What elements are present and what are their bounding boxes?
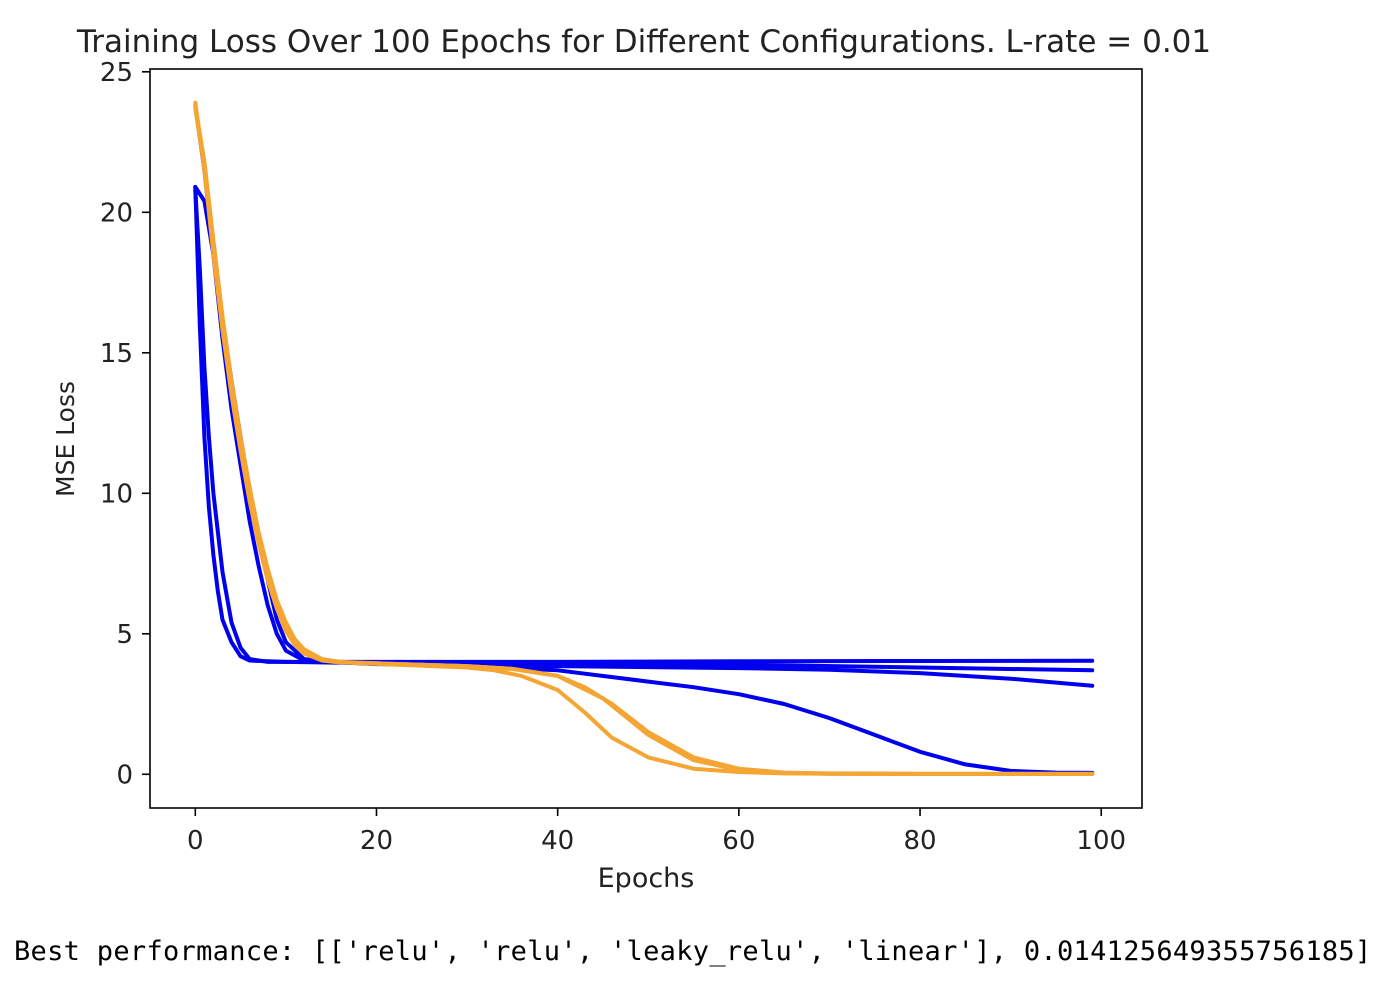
series-line-2 <box>193 187 1095 673</box>
x-tick-label: 100 <box>1076 826 1126 856</box>
series-line-4 <box>193 103 1095 775</box>
x-tick-label: 80 <box>903 826 936 856</box>
series-line-7 <box>193 106 1095 776</box>
chart-title: Training Loss Over 100 Epochs for Differ… <box>76 24 1211 60</box>
y-tick-label: 15 <box>100 339 133 369</box>
x-tick-label: 60 <box>722 826 755 856</box>
x-tick-label: 20 <box>360 826 393 856</box>
plot-area-frame <box>149 68 1143 809</box>
series-line-1 <box>193 185 1095 664</box>
y-tick-label: 5 <box>116 620 133 650</box>
y-tick-label: 20 <box>100 198 133 228</box>
series-line-5 <box>193 100 1095 776</box>
y-tick-label: 0 <box>116 760 133 790</box>
x-tick-label: 40 <box>541 826 574 856</box>
y-axis-label: MSE Loss <box>51 381 80 497</box>
loss-chart: Training Loss Over 100 Epochs for Differ… <box>51 24 1211 894</box>
best-performance-output: Best performance: [['relu', 'relu', 'lea… <box>14 936 1372 967</box>
y-axis-ticks: 0 5 10 15 20 25 <box>100 58 150 790</box>
series-line-3 <box>193 185 1095 688</box>
x-axis-ticks: 0 20 40 60 80 100 <box>187 808 1126 856</box>
x-tick-label: 0 <box>187 826 204 856</box>
y-tick-label: 10 <box>100 479 133 509</box>
series-lines <box>193 100 1095 776</box>
y-tick-label: 25 <box>100 58 133 88</box>
x-axis-label: Epochs <box>598 863 695 894</box>
